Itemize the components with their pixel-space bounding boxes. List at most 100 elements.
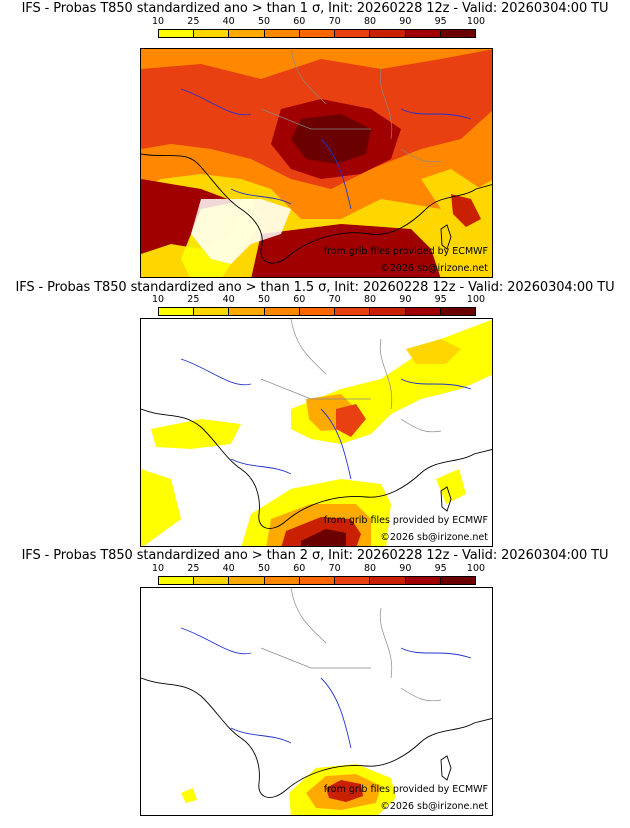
colorbar-segment [299, 30, 336, 37]
colorbar-segment [370, 308, 406, 315]
colorbar-segment [264, 30, 300, 37]
colorbar-segment [229, 30, 265, 37]
colorbar-tick: 10 [151, 294, 165, 305]
rivers [180, 627, 472, 749]
probability-map: from grib files provided by ECMWF ©2026 … [140, 318, 493, 547]
colorbar-tick: 70 [328, 16, 341, 27]
colorbar [158, 576, 476, 585]
colorbar-segment [299, 577, 336, 584]
colorbar-segment [299, 308, 336, 315]
prob-field-10 [151, 419, 241, 449]
panel-1-5-sigma: IFS - Probas T850 standardized ano > tha… [0, 278, 630, 548]
colorbar-segment [264, 308, 300, 315]
colorbar-segment [194, 577, 230, 584]
colorbar-tick: 40 [222, 294, 235, 305]
panel-1-sigma: IFS - Probas T850 standardized ano > tha… [0, 0, 630, 278]
colorbar-labels: 10 25 40 50 60 70 80 90 95 100 [152, 16, 485, 28]
colorbar-tick: 25 [187, 563, 200, 574]
island-corsica [440, 755, 452, 781]
country-borders [260, 319, 442, 433]
map-graphic [141, 319, 492, 546]
colorbar-tick: 25 [187, 16, 200, 27]
colorbar-segment [159, 308, 195, 315]
colorbar-segment [440, 30, 475, 37]
prob-field-50 [336, 404, 366, 437]
colorbar [158, 29, 476, 38]
colorbar-tick: 80 [363, 294, 377, 305]
colorbar-tick: 10 [151, 563, 165, 574]
rivers [180, 88, 472, 210]
coastline [141, 677, 492, 798]
credit-source: from grib files provided by ECMWF [323, 784, 488, 795]
colorbar-labels: 10 25 40 50 60 70 80 90 95 100 [152, 294, 485, 306]
sea-no-signal [191, 199, 291, 264]
colorbar-tick: 100 [466, 294, 486, 305]
colorbar-tick: 95 [434, 563, 447, 574]
colorbar-tick: 50 [257, 563, 271, 574]
colorbar-tick: 70 [328, 294, 341, 305]
probability-map: from grib files provided by ECMWF ©2026 … [140, 48, 493, 278]
prob-field-25 [406, 339, 461, 364]
panel-2-sigma: IFS - Probas T850 standardized ano > tha… [0, 547, 630, 828]
prob-field-90 [301, 529, 346, 546]
credit-copyright: ©2026 sb@irizone.net [380, 801, 488, 812]
island-corsica [440, 224, 452, 250]
colorbar-tick: 50 [257, 16, 271, 27]
colorbar-labels: 10 25 40 50 60 70 80 90 95 100 [152, 563, 485, 575]
credit-copyright: ©2026 sb@irizone.net [380, 532, 488, 543]
coastline [141, 153, 492, 264]
prob-field-90 [251, 224, 441, 277]
colorbar-tick: 10 [151, 16, 165, 27]
probability-map: from grib files provided by ECMWF ©2026 … [140, 587, 493, 816]
colorbar-segment [335, 308, 371, 315]
colorbar-segment [335, 30, 371, 37]
colorbar-segment [370, 30, 406, 37]
colorbar-segment [440, 308, 475, 315]
prob-field-10 [141, 469, 181, 546]
colorbar-segment [159, 577, 195, 584]
credit-source: from grib files provided by ECMWF [323, 246, 488, 257]
colorbar-segment [405, 577, 441, 584]
map-title: IFS - Probas T850 standardized ano > tha… [15, 280, 615, 295]
map-title: IFS - Probas T850 standardized ano > tha… [21, 1, 609, 16]
credit-copyright: ©2026 sb@irizone.net [380, 263, 488, 274]
rivers [180, 358, 472, 480]
prob-field-95 [291, 114, 371, 164]
colorbar-tick: 95 [434, 294, 447, 305]
colorbar-tick: 100 [466, 563, 486, 574]
map-graphic [141, 49, 492, 277]
colorbar-segment [405, 30, 441, 37]
colorbar-tick: 90 [399, 563, 412, 574]
colorbar-segment [370, 577, 406, 584]
colorbar-segment [194, 308, 230, 315]
colorbar-segment [194, 30, 230, 37]
map-title: IFS - Probas T850 standardized ano > tha… [21, 548, 609, 563]
colorbar-segment [335, 577, 371, 584]
country-borders [260, 49, 442, 163]
colorbar-segment [159, 30, 195, 37]
colorbar-segment [229, 577, 265, 584]
colorbar-segment [405, 308, 441, 315]
colorbar-tick: 70 [328, 563, 341, 574]
colorbar-tick: 80 [363, 16, 377, 27]
colorbar-tick: 90 [399, 294, 412, 305]
colorbar-segment [440, 577, 475, 584]
map-graphic [141, 588, 492, 815]
prob-field-80 [451, 194, 481, 227]
country-borders [260, 588, 442, 702]
colorbar-tick: 50 [257, 294, 271, 305]
prob-field-10 [181, 788, 197, 803]
colorbar-tick: 40 [222, 16, 235, 27]
prob-field-10 [436, 469, 466, 504]
colorbar-tick: 25 [187, 294, 200, 305]
colorbar-tick: 60 [293, 563, 306, 574]
prob-field-70 [326, 780, 363, 802]
colorbar-tick: 60 [293, 294, 306, 305]
colorbar-tick: 95 [434, 16, 447, 27]
colorbar-tick: 40 [222, 563, 235, 574]
colorbar-tick: 90 [399, 16, 412, 27]
colorbar-tick: 60 [293, 16, 306, 27]
island-corsica [440, 486, 452, 512]
colorbar-tick: 80 [363, 563, 377, 574]
colorbar-tick: 100 [466, 16, 486, 27]
